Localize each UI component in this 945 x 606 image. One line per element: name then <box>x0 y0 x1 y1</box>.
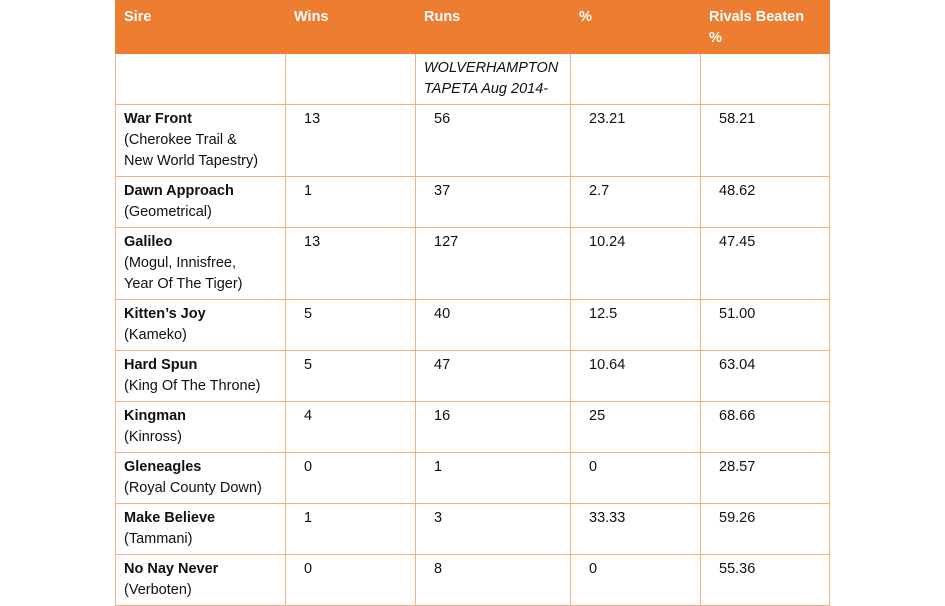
runs-cell: 40 <box>415 299 571 351</box>
pct-cell: 33.33 <box>570 503 701 555</box>
table-row: Galileo (Mogul, Innisfree, Year Of The Tig… <box>115 227 830 300</box>
sire-cell: Make Believe (Tammani) <box>115 503 286 555</box>
header-cell: Wins <box>285 0 416 54</box>
table-row: No Nay Never (Verboten) 0 8 0 55.36 <box>115 554 830 606</box>
pct-cell: 10.64 <box>570 350 701 402</box>
sire-cell: War Front (Cherokee Trail & New World Tape… <box>115 104 286 177</box>
sire-cell: Kingman (Kinross) <box>115 401 286 453</box>
sire-cell: Dawn Approach (Geometrical) <box>115 176 286 228</box>
wins-cell: 0 <box>285 554 416 606</box>
sire-note: (Verboten) <box>124 582 192 598</box>
header-cell: Runs <box>415 0 571 54</box>
sire-name: No Nay Never <box>124 561 219 577</box>
sire-note: (Royal County Down) <box>124 480 262 496</box>
rivals-cell: 47.45 <box>700 227 830 300</box>
wins-cell: 4 <box>285 401 416 453</box>
sire-cell: Kitten’s Joy (Kameko) <box>115 299 286 351</box>
sire-table: Sire Wins Runs % Rivals Beaten % WOLVERH… <box>115 0 830 606</box>
pct-cell: 0 <box>570 452 701 504</box>
subheading: WOLVERHAMPTON TAPETA Aug 2014- <box>415 53 571 105</box>
sire-name: War Front <box>124 111 192 127</box>
runs-cell: 127 <box>415 227 571 300</box>
runs-cell: 3 <box>415 503 571 555</box>
header-cell: Sire <box>115 0 286 54</box>
sire-name: Galileo <box>124 234 173 250</box>
sire-note: (Tammani) <box>124 531 193 547</box>
pct-cell: 23.21 <box>570 104 701 177</box>
runs-cell: 56 <box>415 104 571 177</box>
sire-note: (Cherokee Trail & <box>124 132 237 148</box>
wins-cell: 13 <box>285 104 416 177</box>
table-row: War Front (Cherokee Trail & New World Tape… <box>115 104 830 177</box>
table-row: Kitten’s Joy (Kameko) 5 40 12.5 51.00 <box>115 299 830 351</box>
sire-name: Make Believe <box>124 510 216 526</box>
runs-cell: 8 <box>415 554 571 606</box>
sire-name: Dawn Approach <box>124 183 234 199</box>
sire-name: Kitten’s Joy <box>124 306 206 322</box>
sire-cell: Gleneagles (Royal County Down) <box>115 452 286 504</box>
subheading-row: WOLVERHAMPTON TAPETA Aug 2014- <box>115 53 830 105</box>
sire-note: (Geometrical) <box>124 204 212 220</box>
table-row: Gleneagles (Royal County Down) 0 1 0 28.57 <box>115 452 830 504</box>
rivals-cell: 28.57 <box>700 452 830 504</box>
header-cell: Rivals Beaten % <box>700 0 830 54</box>
sire-note: (King Of The Throne) <box>124 378 261 394</box>
sire-note: Year Of The Tiger) <box>124 276 243 292</box>
page: Sire Wins Runs % Rivals Beaten % WOLVERH… <box>115 0 830 606</box>
table-row: Make Believe (Tammani) 1 3 33.33 59.26 <box>115 503 830 555</box>
header-cell: % <box>570 0 701 54</box>
table-row: Kingman (Kinross) 4 16 25 68.66 <box>115 401 830 453</box>
table-row: Dawn Approach (Geometrical) 1 37 2.7 48.62 <box>115 176 830 228</box>
table-row: Hard Spun (King Of The Throne) 5 47 10.64 63.… <box>115 350 830 402</box>
sire-cell: Hard Spun (King Of The Throne) <box>115 350 286 402</box>
sire-name: Hard Spun <box>124 357 198 373</box>
rivals-cell: 48.62 <box>700 176 830 228</box>
wins-cell: 1 <box>285 503 416 555</box>
pct-cell: 2.7 <box>570 176 701 228</box>
runs-cell: 1 <box>415 452 571 504</box>
sire-note: (Kinross) <box>124 429 183 445</box>
sire-cell: No Nay Never (Verboten) <box>115 554 286 606</box>
table-body: WOLVERHAMPTON TAPETA Aug 2014- War Front… <box>115 53 830 606</box>
pct-cell: 12.5 <box>570 299 701 351</box>
rivals-cell: 63.04 <box>700 350 830 402</box>
sire-name: Gleneagles <box>124 459 202 475</box>
pct-cell: 25 <box>570 401 701 453</box>
wins-cell: 5 <box>285 299 416 351</box>
rivals-cell: 55.36 <box>700 554 830 606</box>
pct-cell: 0 <box>570 554 701 606</box>
sire-name: Kingman <box>124 408 187 424</box>
sire-note: (Kameko) <box>124 327 187 343</box>
rivals-cell: 59.26 <box>700 503 830 555</box>
rivals-cell: 51.00 <box>700 299 830 351</box>
runs-cell: 47 <box>415 350 571 402</box>
rivals-cell: 58.21 <box>700 104 830 177</box>
sire-note: New World Tapestry) <box>124 153 259 169</box>
sire-note: (Mogul, Innisfree, <box>124 255 237 271</box>
rivals-cell: 68.66 <box>700 401 830 453</box>
pct-cell: 10.24 <box>570 227 701 300</box>
wins-cell: 0 <box>285 452 416 504</box>
sire-cell: Galileo (Mogul, Innisfree, Year Of The Tig… <box>115 227 286 300</box>
runs-cell: 37 <box>415 176 571 228</box>
header-row: Sire Wins Runs % Rivals Beaten % <box>115 0 830 54</box>
wins-cell: 13 <box>285 227 416 300</box>
wins-cell: 5 <box>285 350 416 402</box>
runs-cell: 16 <box>415 401 571 453</box>
wins-cell: 1 <box>285 176 416 228</box>
